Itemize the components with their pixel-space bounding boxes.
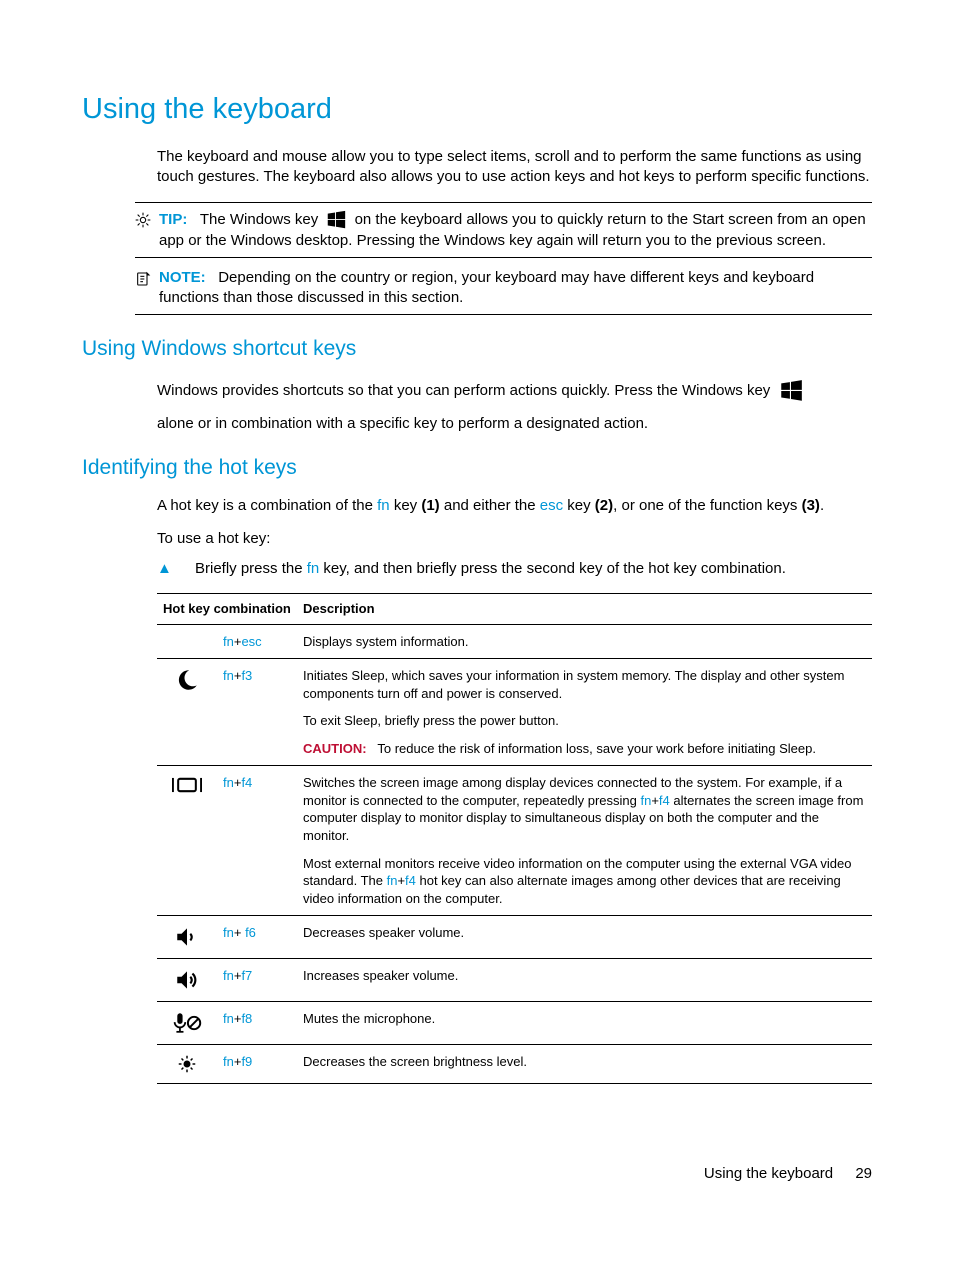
page-footer: Using the keyboard 29 [82, 1164, 872, 1184]
table-row: fn+f7Increases speaker volume. [157, 959, 872, 1002]
hotkey-description: Switches the screen image among display … [297, 766, 872, 916]
hotkey-combo: fn+ f6 [217, 916, 297, 959]
tip-label: TIP: [159, 211, 187, 228]
hotkey-description: Decreases speaker volume. [297, 916, 872, 959]
table-row: fn+escDisplays system information. [157, 624, 872, 659]
hotkey-combo: fn+f3 [217, 659, 297, 766]
note-icon [135, 268, 157, 289]
note-text: Depending on the country or region, your… [159, 269, 814, 306]
hotkey-combo: fn+f4 [217, 766, 297, 916]
shortcut-paragraph: Windows provides shortcuts so that you c… [157, 378, 872, 404]
windows-key-icon [778, 378, 804, 404]
page-title: Using the keyboard [82, 90, 872, 129]
bright-down-icon [157, 1045, 217, 1084]
hotkeys-intro: A hot key is a combination of the fn key… [157, 496, 872, 516]
table-row: fn+f3Initiates Sleep, which saves your i… [157, 659, 872, 766]
moon-icon [157, 659, 217, 766]
table-header-combination: Hot key combination [157, 594, 297, 625]
hotkey-combo: fn+f9 [217, 1045, 297, 1084]
page-number: 29 [855, 1165, 872, 1182]
vol-up-icon [157, 959, 217, 1002]
hotkey-instruction: ▲ Briefly press the fn key, and then bri… [157, 559, 872, 579]
hotkey-combo: fn+esc [217, 624, 297, 659]
shortcut-text-before: Windows provides shortcuts so that you c… [157, 382, 770, 399]
table-row: fn+f8Mutes the microphone. [157, 1002, 872, 1045]
tip-text-before: The Windows key [200, 211, 318, 228]
shortcut-text-after: alone or in combination with a specific … [157, 414, 872, 434]
hotkey-description: Increases speaker volume. [297, 959, 872, 1002]
table-row: fn+f4Switches the screen image among dis… [157, 766, 872, 916]
hotkey-combo: fn+f7 [217, 959, 297, 1002]
windows-key-icon [325, 209, 347, 231]
use-hotkey-line: To use a hot key: [157, 529, 872, 549]
note-callout: NOTE: Depending on the country or region… [135, 262, 872, 316]
hotkeys-table: Hot key combination Description fn+escDi… [157, 593, 872, 1084]
footer-text: Using the keyboard [704, 1165, 833, 1182]
table-row: fn+f9Decreases the screen brightness lev… [157, 1045, 872, 1084]
intro-paragraph: The keyboard and mouse allow you to type… [157, 147, 872, 188]
triangle-bullet-icon: ▲ [157, 559, 195, 579]
switch-screen-icon [157, 766, 217, 916]
table-row: fn+ f6Decreases speaker volume. [157, 916, 872, 959]
table-header-description: Description [297, 594, 872, 625]
vol-down-icon [157, 916, 217, 959]
hotkey-description: Decreases the screen brightness level. [297, 1045, 872, 1084]
none-icon [157, 624, 217, 659]
hotkey-description: Initiates Sleep, which saves your inform… [297, 659, 872, 766]
hotkey-description: Mutes the microphone. [297, 1002, 872, 1045]
section-hotkeys-heading: Identifying the hot keys [82, 454, 872, 482]
hotkey-description: Displays system information. [297, 624, 872, 659]
tip-callout: TIP: The Windows key on the keyboard all… [135, 202, 872, 258]
hotkey-combo: fn+f8 [217, 1002, 297, 1045]
tip-icon [135, 209, 157, 230]
section-shortcut-heading: Using Windows shortcut keys [82, 335, 872, 363]
note-label: NOTE: [159, 269, 206, 286]
mic-mute-icon [157, 1002, 217, 1045]
